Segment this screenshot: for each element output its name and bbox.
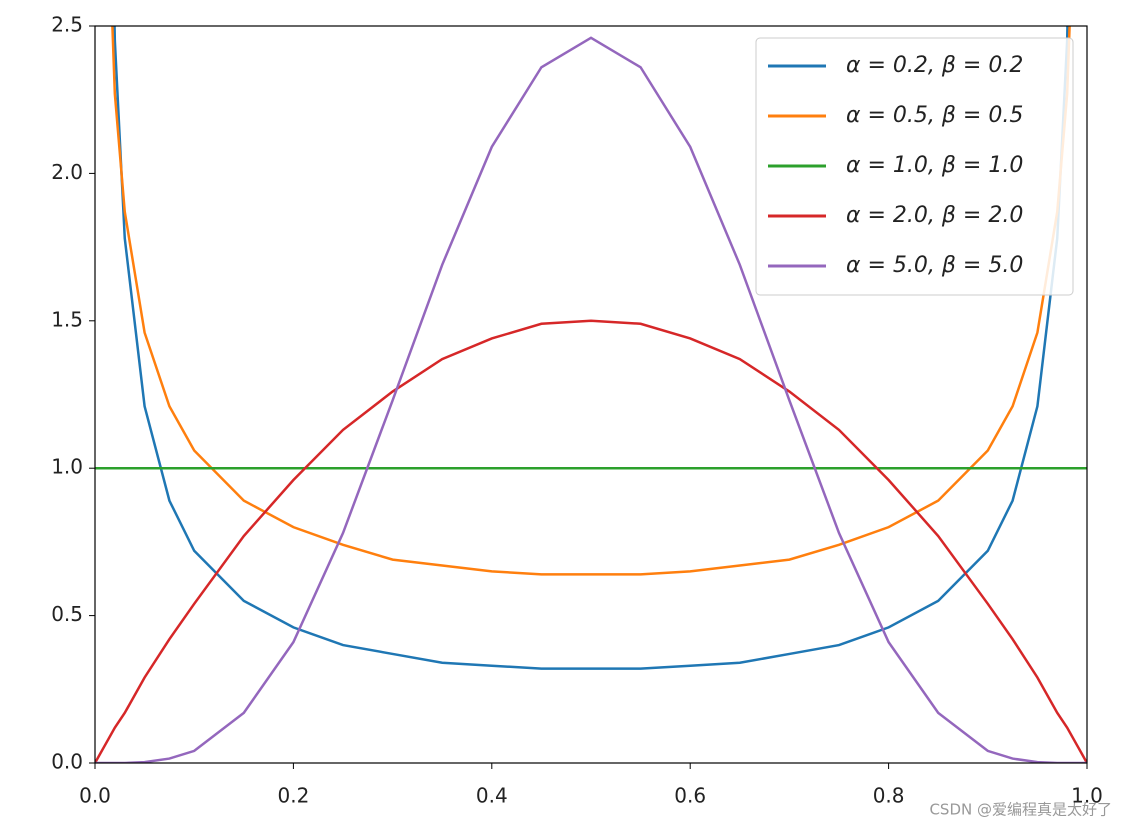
watermark: CSDN @爱编程真是太好了 <box>929 801 1112 819</box>
x-tick-label: 0.8 <box>873 784 905 808</box>
legend-label: α = 1.0, β = 1.0 <box>846 153 1023 178</box>
legend-label: α = 2.0, β = 2.0 <box>846 203 1023 228</box>
y-tick-label: 0.5 <box>51 602 83 626</box>
legend-label: α = 0.5, β = 0.5 <box>846 103 1023 128</box>
legend-box <box>755 37 1074 296</box>
x-tick-label: 0.2 <box>277 784 309 808</box>
legend-label: α = 0.2, β = 0.2 <box>846 53 1023 78</box>
series-line <box>95 319 1087 763</box>
plot-lines <box>95 26 1087 763</box>
x-tick-label: 1.0 <box>1071 784 1103 808</box>
y-tick-label: 1.5 <box>51 307 83 331</box>
x-tick-label: 0.4 <box>476 784 508 808</box>
legend-label: α = 5.0, β = 5.0 <box>846 253 1023 278</box>
y-tick-label: 1.0 <box>51 455 83 479</box>
series-line <box>111 26 1071 576</box>
x-tick-label: 0.0 <box>79 784 111 808</box>
y-tick-label: 2.5 <box>51 13 83 37</box>
x-tick-label: 0.6 <box>674 784 706 808</box>
plot-frame <box>94 25 1088 764</box>
series-line <box>95 36 1087 763</box>
y-tick-label: 0.0 <box>51 750 83 774</box>
y-tick-label: 2.0 <box>51 160 83 184</box>
